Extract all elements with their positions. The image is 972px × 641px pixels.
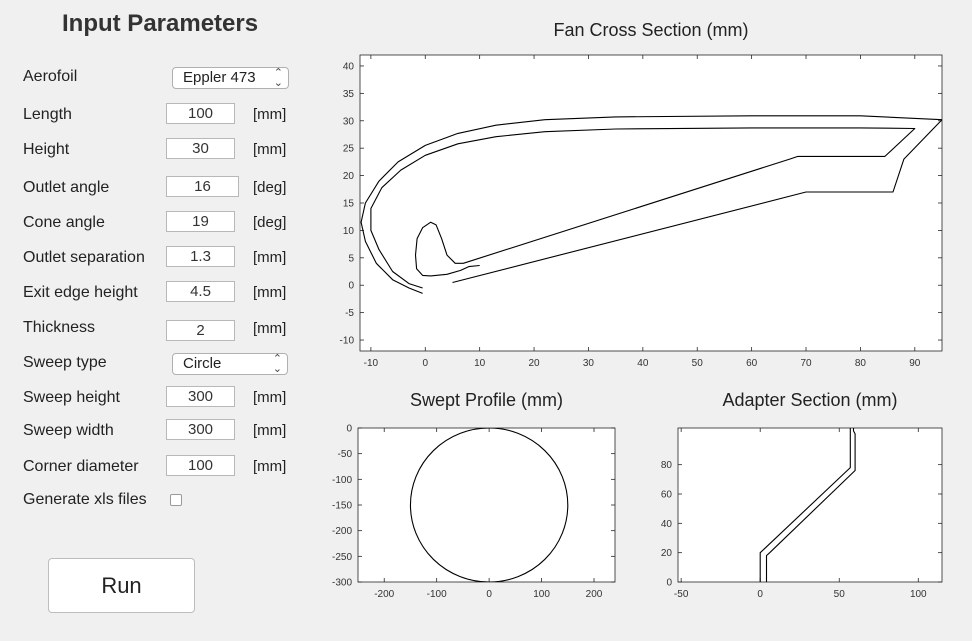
generate-xls-label: Generate xls files	[23, 491, 147, 508]
y-tick-label: 30	[343, 116, 355, 127]
exit-edge-height-unit: [mm]	[253, 284, 287, 301]
sweep-width-label: Sweep width	[23, 422, 114, 439]
y-tick-label: 40	[661, 519, 673, 530]
cone-angle-input[interactable]	[166, 211, 235, 232]
fan-cross-section-chart: Fan Cross Section (mm)-10 0 10 20 30 40 50 60 70…	[340, 20, 943, 369]
y-tick-label: -250	[332, 552, 352, 563]
select-arrows-icon: ⌃ ⌄	[273, 67, 283, 89]
x-tick-label: -10	[364, 358, 379, 369]
outlet-separation-label: Outlet separation	[23, 249, 145, 266]
length-unit: [mm]	[253, 106, 287, 123]
y-tick-label: 40	[343, 61, 355, 72]
thickness-input[interactable]	[166, 320, 235, 341]
x-tick-label: 0	[757, 589, 763, 600]
y-tick-label: -5	[345, 308, 354, 319]
sweep-height-input[interactable]	[166, 386, 235, 407]
y-tick-label: 0	[346, 424, 352, 435]
thickness-unit: [mm]	[253, 320, 287, 337]
sweep-type-select[interactable]: Circle ⌃ ⌄	[172, 353, 288, 375]
x-tick-label: 20	[528, 358, 540, 369]
sweep-width-input[interactable]	[166, 419, 235, 440]
chart-title: Adapter Section (mm)	[722, 390, 897, 410]
corner-diameter-input[interactable]	[166, 455, 235, 476]
swept-profile-chart: Swept Profile (mm) -200 -100 0 100 200 0 -50 -10…	[332, 390, 616, 600]
length-label: Length	[23, 106, 72, 123]
x-tick-label: 70	[800, 358, 812, 369]
y-tick-label: 20	[343, 171, 355, 182]
x-tick-label: 40	[637, 358, 649, 369]
x-tick-label: 0	[486, 589, 492, 600]
aerofoil-select-value: Eppler 473	[183, 69, 256, 86]
outlet-angle-label: Outlet angle	[23, 179, 110, 196]
y-tick-label: 25	[343, 144, 355, 155]
x-tick-label: 90	[909, 358, 921, 369]
exit-edge-height-input[interactable]	[166, 281, 235, 302]
y-tick-label: 10	[343, 226, 355, 237]
x-tick-label: 100	[910, 589, 927, 600]
x-tick-label: -50	[674, 589, 689, 600]
height-unit: [mm]	[253, 141, 287, 158]
cone-angle-label: Cone angle	[23, 214, 105, 231]
x-tick-label: 50	[692, 358, 704, 369]
cone-angle-unit: [deg]	[253, 214, 287, 231]
select-arrows-icon: ⌃ ⌄	[272, 353, 282, 375]
y-tick-label: -50	[338, 449, 353, 460]
y-tick-label: 15	[343, 199, 355, 210]
series-line	[759, 428, 851, 582]
y-tick-label: -10	[340, 336, 355, 347]
x-tick-label: -200	[374, 589, 394, 600]
exit-edge-height-label: Exit edge height	[23, 284, 138, 301]
panel-title: Input Parameters	[62, 10, 259, 37]
series-circle	[409, 428, 569, 582]
x-tick-label: 50	[834, 589, 846, 600]
series-line	[765, 428, 856, 582]
chart-title: Fan Cross Section (mm)	[553, 20, 748, 40]
y-tick-label: -300	[332, 578, 352, 589]
y-tick-label: 0	[348, 281, 354, 292]
generate-xls-checkbox[interactable]	[170, 494, 182, 506]
x-tick-label: 0	[422, 358, 428, 369]
corner-diameter-unit: [mm]	[253, 458, 287, 475]
y-tick-label: 20	[661, 548, 673, 559]
outlet-separation-input[interactable]	[166, 246, 235, 267]
y-tick-label: 60	[661, 490, 673, 501]
y-tick-label: -200	[332, 526, 352, 537]
corner-diameter-label: Corner diameter	[23, 458, 139, 475]
sweep-type-select-value: Circle	[183, 355, 222, 372]
x-tick-label: 60	[746, 358, 758, 369]
y-tick-label: 35	[343, 89, 355, 100]
height-label: Height	[23, 141, 70, 158]
sweep-height-unit: [mm]	[253, 389, 287, 406]
x-tick-label: -100	[427, 589, 447, 600]
plot-frame	[357, 427, 616, 583]
height-input[interactable]	[166, 138, 235, 159]
y-tick-label: 5	[348, 253, 354, 264]
y-tick-label: -150	[332, 501, 352, 512]
x-tick-label: 100	[533, 589, 550, 600]
run-button[interactable]: Run	[48, 558, 195, 613]
series-line	[370, 127, 916, 289]
x-tick-label: 30	[583, 358, 595, 369]
y-tick-label: 0	[666, 578, 672, 589]
outlet-angle-unit: [deg]	[253, 179, 287, 196]
series-line	[360, 115, 942, 294]
aerofoil-label: Aerofoil	[23, 68, 78, 85]
sweep-height-label: Sweep height	[23, 389, 120, 406]
x-tick-label: 200	[586, 589, 603, 600]
outlet-separation-unit: [mm]	[253, 249, 287, 266]
thickness-label: Thickness	[23, 319, 96, 336]
length-input[interactable]	[166, 103, 235, 124]
chart-title: Swept Profile (mm)	[410, 390, 563, 410]
sweep-width-unit: [mm]	[253, 422, 287, 439]
x-tick-label: 80	[855, 358, 867, 369]
sweep-type-label: Sweep type	[23, 354, 107, 371]
aerofoil-select[interactable]: Eppler 473 ⌃ ⌄	[172, 67, 289, 89]
y-tick-label: 80	[661, 460, 673, 471]
x-tick-label: 10	[474, 358, 486, 369]
outlet-angle-input[interactable]	[166, 176, 239, 197]
y-tick-label: -100	[332, 475, 352, 486]
